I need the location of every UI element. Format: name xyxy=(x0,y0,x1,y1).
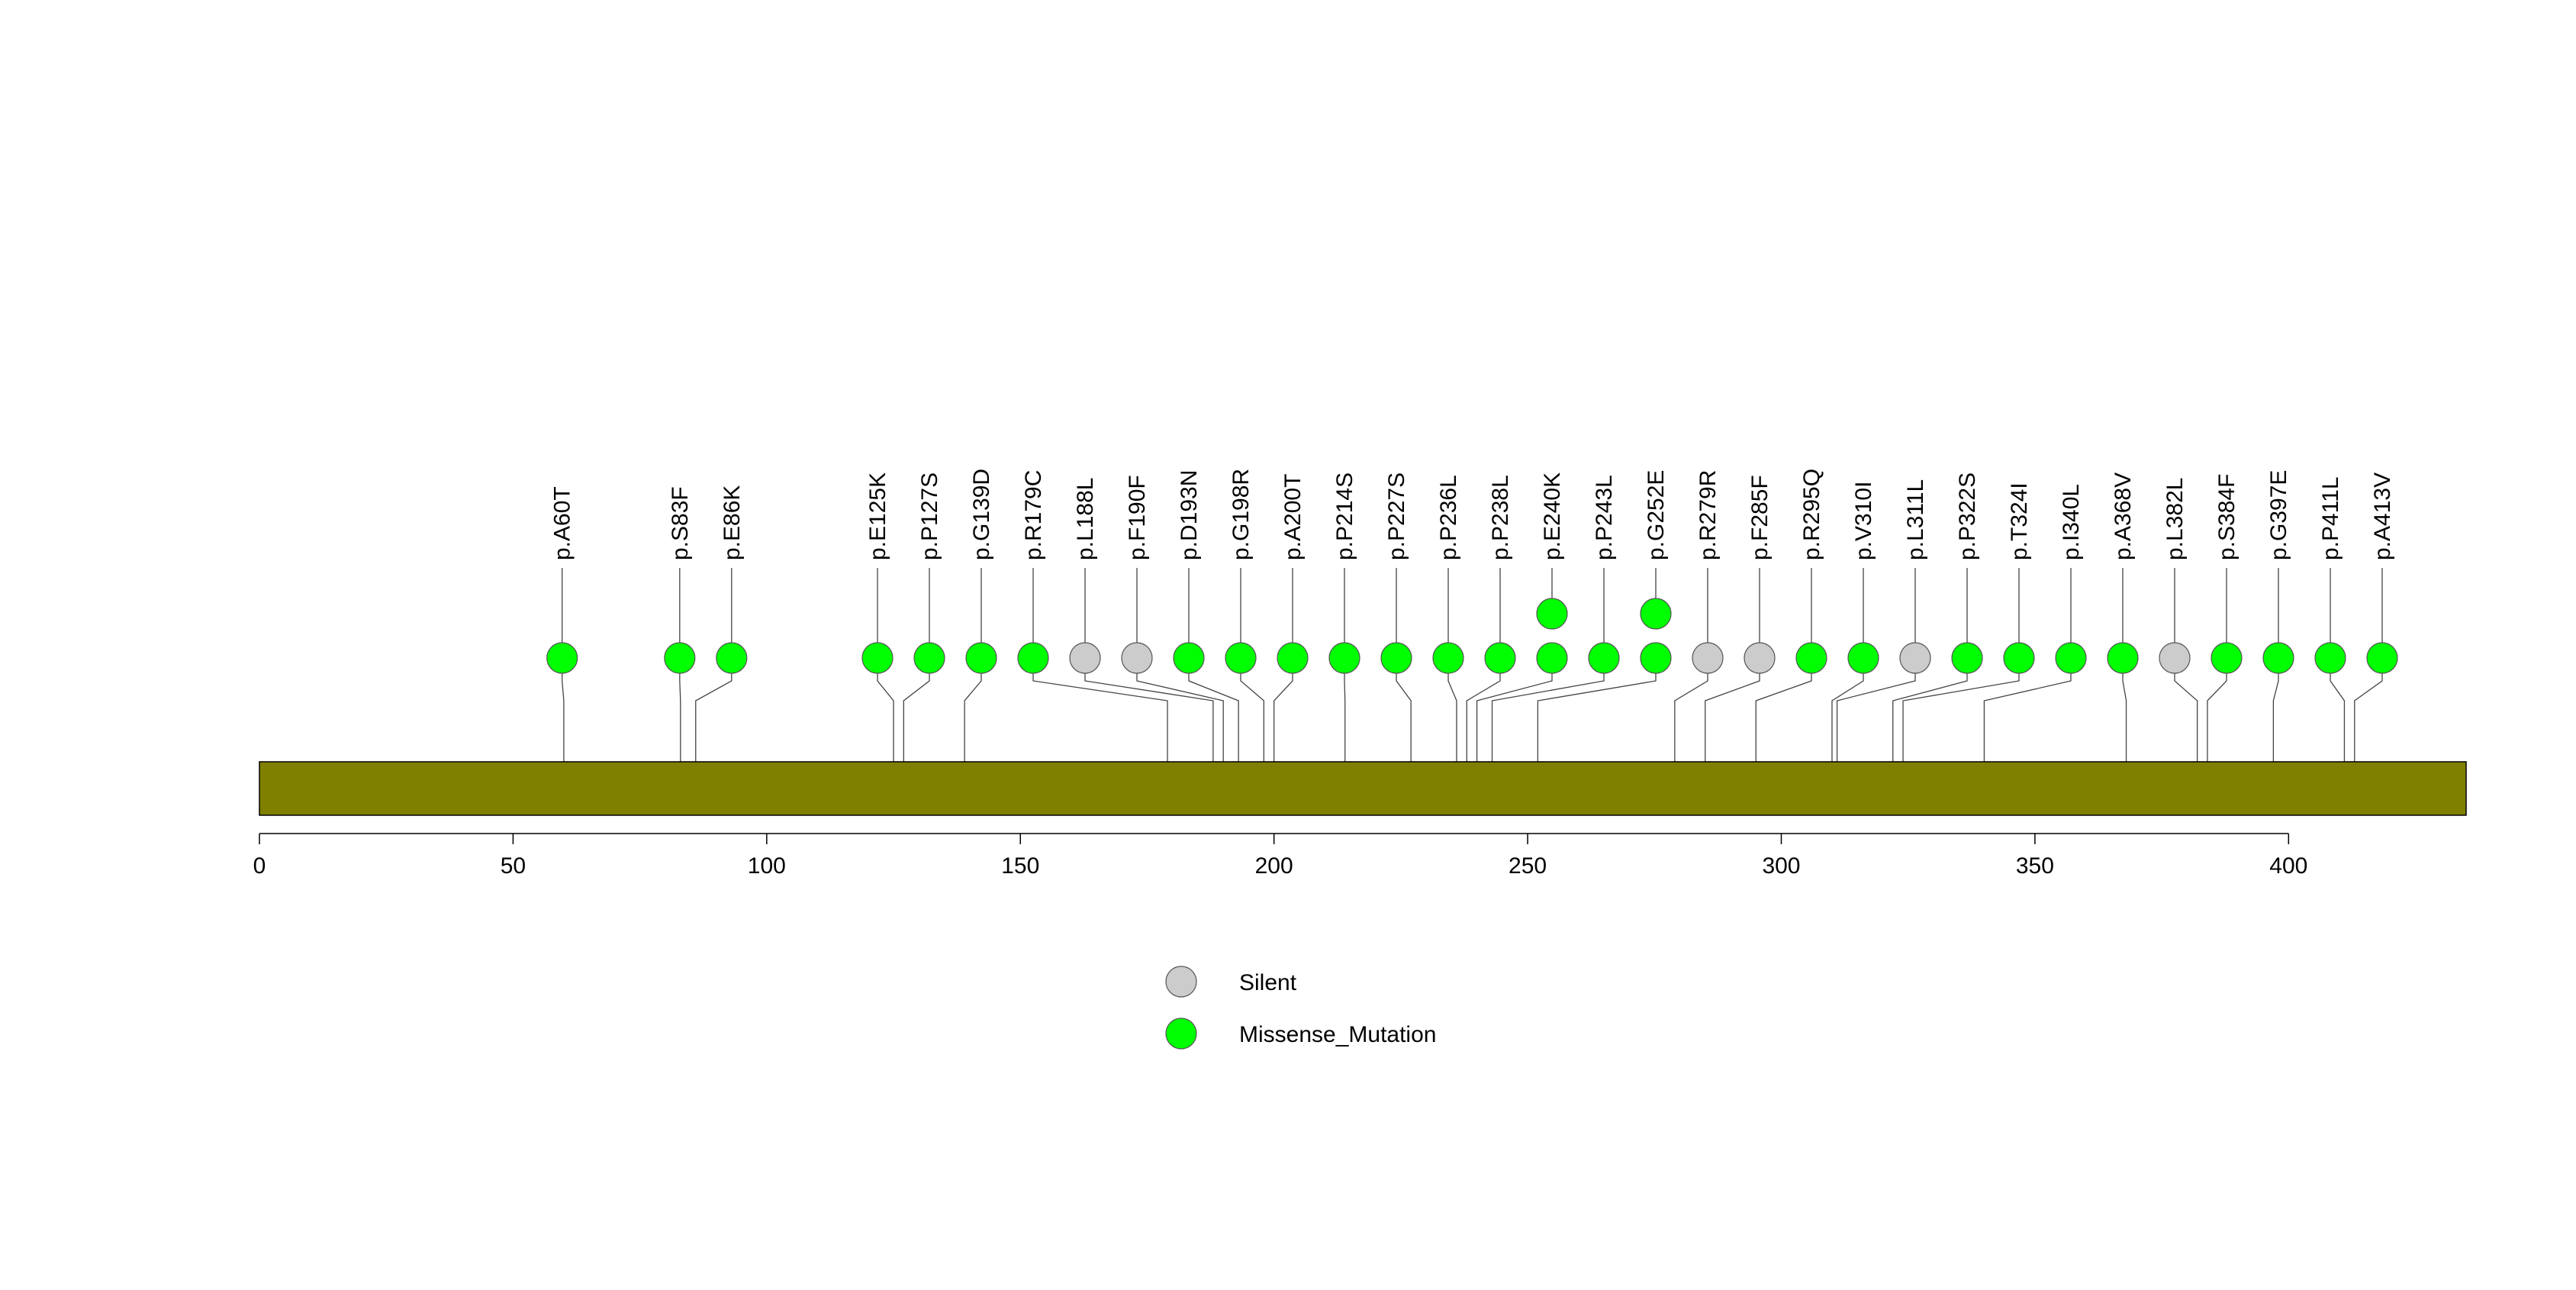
mutation-label: p.A60T xyxy=(550,486,575,560)
legend-marker xyxy=(1165,966,1197,998)
legend: Silent Missense_Mutation xyxy=(1165,966,1436,1050)
x-tick-label: 200 xyxy=(1255,853,1293,879)
mutation-label: p.P236L xyxy=(1436,475,1461,560)
mutation-marker[interactable] xyxy=(1588,642,1620,674)
protein-domain-bar xyxy=(259,761,2467,816)
mutation-marker[interactable] xyxy=(913,642,945,674)
mutation-marker[interactable] xyxy=(1432,642,1464,674)
mutation-marker[interactable] xyxy=(1692,642,1724,674)
legend-label: Missense_Mutation xyxy=(1239,1022,1436,1047)
mutation-label: p.I340L xyxy=(2059,484,2084,560)
mutation-marker[interactable] xyxy=(2211,642,2243,674)
mutation-label: p.A413V xyxy=(2370,472,2395,560)
mutation-marker[interactable] xyxy=(1951,642,1983,674)
mutation-marker[interactable] xyxy=(664,642,696,674)
mutation-marker[interactable] xyxy=(1536,642,1568,674)
mutation-label: p.P322S xyxy=(1955,472,1980,560)
mutation-label: p.P227S xyxy=(1384,472,1409,560)
mutation-label: p.L188L xyxy=(1073,478,1098,560)
mutation-marker[interactable] xyxy=(1277,642,1309,674)
mutation-marker[interactable] xyxy=(1847,642,1879,674)
x-tick-label: 250 xyxy=(1509,853,1547,879)
mutation-marker[interactable] xyxy=(2159,642,2191,674)
mutation-label: p.L311L xyxy=(1903,479,1928,560)
mutation-marker[interactable] xyxy=(965,642,997,674)
mutation-marker[interactable] xyxy=(861,642,894,674)
mutation-markers xyxy=(546,598,2398,674)
mutation-label: p.F190F xyxy=(1125,475,1150,560)
mutation-marker[interactable] xyxy=(2366,642,2398,674)
mutation-marker[interactable] xyxy=(1017,642,1049,674)
mutation-label: p.P214S xyxy=(1332,472,1357,560)
x-axis: 0 50 100 150 200 250 300 350 400 xyxy=(253,833,2307,879)
legend-marker xyxy=(1165,1017,1197,1050)
mutation-label: p.P238L xyxy=(1488,475,1513,560)
mutation-label: p.E240K xyxy=(1540,472,1565,560)
mutation-marker[interactable] xyxy=(1328,642,1360,674)
mutation-label: p.F285F xyxy=(1747,475,1773,560)
mutation-label: p.A368V xyxy=(2111,472,2136,560)
mutation-label: p.E86K xyxy=(720,485,745,560)
mutation-label: p.R295Q xyxy=(1799,469,1824,560)
mutation-label: p.T324I xyxy=(2007,482,2032,560)
mutation-marker[interactable] xyxy=(1899,642,1931,674)
mutation-marker[interactable] xyxy=(1069,642,1101,674)
mutation-label: p.D193N xyxy=(1177,470,1202,560)
mutation-marker[interactable] xyxy=(2262,642,2294,674)
mutation-marker[interactable] xyxy=(1640,642,1672,674)
x-tick-label: 0 xyxy=(253,853,266,879)
mutation-marker[interactable] xyxy=(1173,642,1205,674)
mutation-marker[interactable] xyxy=(1121,642,1153,674)
mutation-marker[interactable] xyxy=(2055,642,2087,674)
mutation-label: p.A200T xyxy=(1280,474,1306,560)
mutation-marker[interactable] xyxy=(1225,642,1257,674)
mutation-label: p.P127S xyxy=(917,472,942,560)
x-tick-label: 100 xyxy=(748,853,786,879)
mutation-label: p.L382L xyxy=(2162,478,2188,560)
x-tick-label: 350 xyxy=(2016,853,2054,879)
mutation-marker[interactable] xyxy=(2003,642,2035,674)
mutation-label: p.E125K xyxy=(865,472,890,560)
legend-label: Silent xyxy=(1239,970,1297,995)
mutation-marker[interactable] xyxy=(1380,642,1412,674)
mutation-marker[interactable] xyxy=(716,642,748,674)
mutation-marker[interactable] xyxy=(1484,642,1516,674)
x-tick-label: 300 xyxy=(1762,853,1800,879)
x-tick-label: 400 xyxy=(2269,853,2307,879)
mutation-marker[interactable] xyxy=(1536,598,1568,630)
mutation-label: p.P243L xyxy=(1592,475,1617,560)
mutation-labels: p.A60T p.S83F p.E86K p.E125K p.P127S p.G139D p… xyxy=(550,469,2395,560)
mutation-label: p.G397E xyxy=(2266,470,2291,560)
mutation-label: p.R179C xyxy=(1021,470,1046,560)
mutation-label: p.R279R xyxy=(1695,470,1721,560)
mutation-marker[interactable] xyxy=(1795,642,1827,674)
x-tick-label: 150 xyxy=(1001,853,1039,879)
mutation-marker[interactable] xyxy=(2107,642,2139,674)
mutation-label: p.V310I xyxy=(1851,482,1876,560)
mutation-marker[interactable] xyxy=(1744,642,1776,674)
mutation-label: p.G198R xyxy=(1228,469,1254,560)
mutation-marker[interactable] xyxy=(546,642,578,674)
mutation-marker[interactable] xyxy=(2314,642,2346,674)
mutation-label: p.S384F xyxy=(2214,474,2240,560)
mutation-label: p.S83F xyxy=(668,486,693,560)
mutation-label: p.G252E xyxy=(1644,470,1669,560)
x-tick-label: 50 xyxy=(501,853,526,879)
mutation-label: p.G139D xyxy=(969,469,994,560)
mutation-label: p.P411L xyxy=(2318,476,2343,560)
mutation-marker[interactable] xyxy=(1640,598,1672,630)
